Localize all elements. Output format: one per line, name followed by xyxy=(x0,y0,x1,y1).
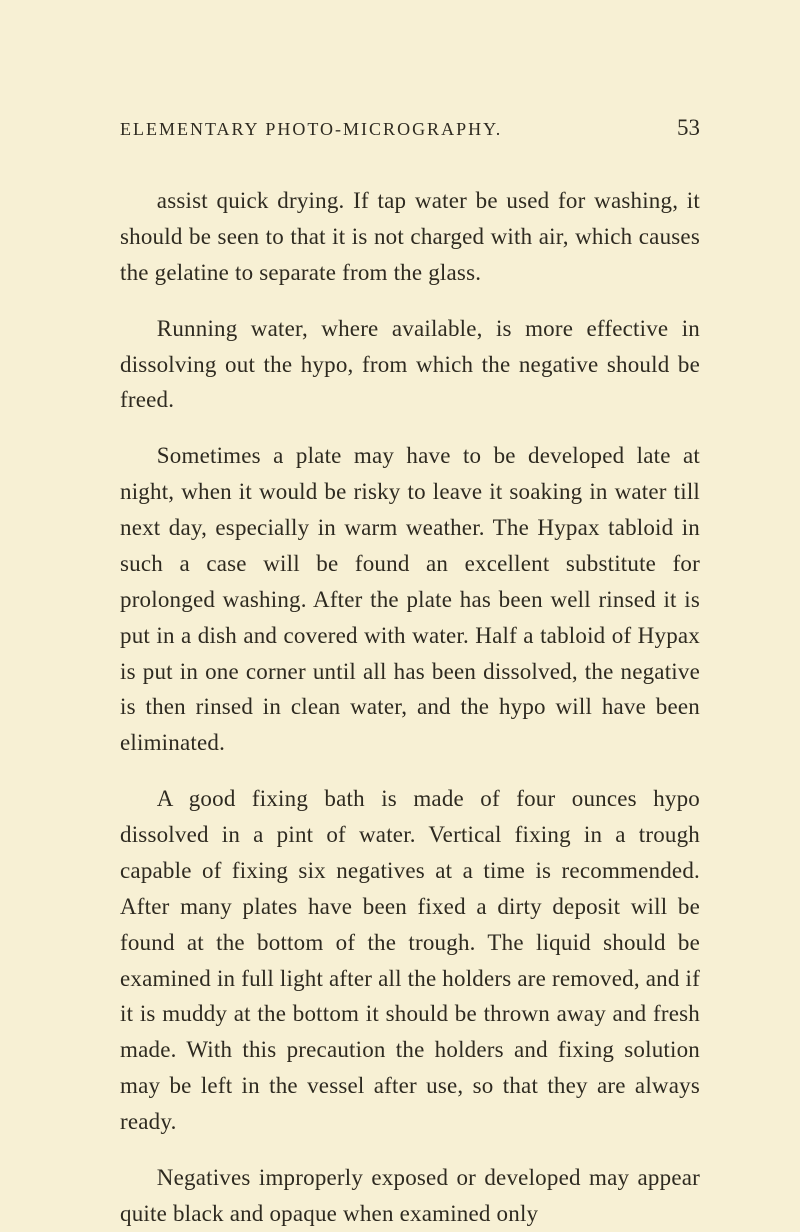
page-number: 53 xyxy=(677,115,700,141)
header-title: ELEMENTARY PHOTO-MICROGRAPHY. xyxy=(120,119,502,140)
body-paragraph: Running water, where available, is more … xyxy=(120,311,700,419)
running-header: ELEMENTARY PHOTO-MICROGRAPHY. 53 xyxy=(120,115,700,141)
body-paragraph: A good fixing bath is made of four ounce… xyxy=(120,781,700,1140)
body-paragraph: assist quick drying. If tap water be use… xyxy=(120,183,700,291)
page: ELEMENTARY PHOTO-MICROGRAPHY. 53 assist … xyxy=(0,0,800,1229)
body-paragraph: Sometimes a plate may have to be develop… xyxy=(120,438,700,761)
body-paragraph: Negatives improperly exposed or develope… xyxy=(120,1160,700,1232)
